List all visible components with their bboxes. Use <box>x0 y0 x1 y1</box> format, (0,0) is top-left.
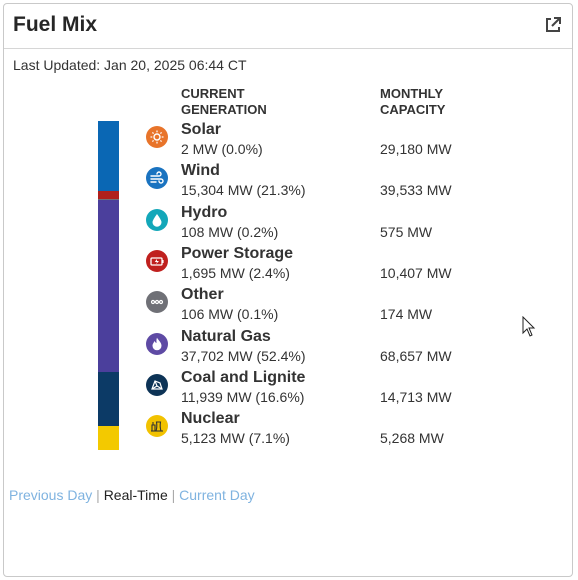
link-separator: | <box>96 487 100 503</box>
fuel-row-natural-gas: Natural Gas 37,702 MW (52.4%) 68,657 MW <box>146 327 546 371</box>
fuel-name: Nuclear <box>181 410 240 428</box>
flame-icon <box>146 332 168 355</box>
fuel-row-nuclear: Nuclear 5,123 MW (7.1%) 5,268 MW <box>146 410 546 453</box>
fuel-name: Coal and Lignite <box>181 368 306 386</box>
monthly-capacity-header-line1: MONTHLY <box>380 86 444 101</box>
mouse-cursor-icon <box>522 316 536 337</box>
fuel-name: Solar <box>181 121 222 138</box>
last-updated-text: Last Updated: Jan 20, 2025 06:44 CT <box>13 57 247 73</box>
wind-icon <box>146 167 168 190</box>
fuel-capacity: 29,180 MW <box>380 141 452 157</box>
fuel-name: Other <box>181 286 224 304</box>
time-range-links: Previous Day | Real-Time | Current Day <box>9 487 255 503</box>
fuel-name: Natural Gas <box>181 327 271 345</box>
fuel-generation: 15,304 MW (21.3%) <box>181 182 306 199</box>
bar-segment-natural-gas <box>98 200 119 372</box>
sun-icon <box>146 126 168 148</box>
bar-segment-nuclear <box>98 426 119 450</box>
external-link-icon[interactable] <box>543 15 563 35</box>
fuel-name: Hydro <box>181 203 228 221</box>
fuel-generation: 2 MW (0.0%) <box>181 141 263 157</box>
current-day-link[interactable]: Current Day <box>179 487 255 503</box>
fuel-capacity: 5,268 MW <box>380 430 444 447</box>
ellipsis-icon <box>146 291 168 314</box>
water-drop-icon <box>146 208 168 231</box>
bar-segment-other <box>98 199 119 201</box>
coal-icon <box>146 373 168 396</box>
fuel-capacity: 68,657 MW <box>380 347 452 364</box>
monthly-capacity-header: MONTHLY CAPACITY <box>380 86 445 118</box>
current-generation-header-line1: CURRENT <box>181 86 245 101</box>
real-time-link[interactable]: Real-Time <box>103 487 168 503</box>
fuel-capacity: 174 MW <box>380 306 433 323</box>
fuel-generation: 108 MW (0.2%) <box>181 223 279 240</box>
fuel-row-solar: Solar 2 MW (0.0%) 29,180 MW <box>146 121 546 164</box>
fuel-generation: 106 MW (0.1%) <box>181 306 279 323</box>
fuel-generation: 1,695 MW (2.4%) <box>181 264 290 281</box>
fuel-capacity: 14,713 MW <box>380 388 452 405</box>
card-header: Fuel Mix <box>4 4 572 49</box>
monthly-capacity-header-line2: CAPACITY <box>380 102 446 117</box>
fuel-row-other: Other 106 MW (0.1%) 174 MW <box>146 286 546 329</box>
previous-day-link[interactable]: Previous Day <box>9 487 93 503</box>
fuel-capacity: 10,407 MW <box>380 264 452 281</box>
card-title: Fuel Mix <box>13 13 98 36</box>
fuel-row-power-storage: Power Storage 1,695 MW (2.4%) 10,407 MW <box>146 244 546 288</box>
link-separator: | <box>171 487 176 503</box>
bar-segment-renewables <box>98 121 119 192</box>
fuel-generation: 37,702 MW (52.4%) <box>181 347 306 364</box>
battery-icon <box>146 249 168 272</box>
fuel-generation: 11,939 MW (16.6%) <box>181 388 305 405</box>
bar-segment-coal-and-lignite <box>98 372 119 427</box>
fuel-name: Power Storage <box>181 244 294 262</box>
fuel-capacity: 575 MW <box>380 223 433 240</box>
fuel-capacity: 39,533 MW <box>380 182 452 199</box>
fuel-row-hydro: Hydro 108 MW (0.2%) 575 MW <box>146 203 546 247</box>
current-generation-header: CURRENT GENERATION <box>181 86 267 118</box>
fuel-row-coal-and-lignite: Coal and Lignite 11,939 MW (16.6%) 14,713 … <box>146 368 546 412</box>
nuclear-plant-icon <box>146 415 168 438</box>
fuel-row-wind: Wind 15,304 MW (21.3%) 39,533 MW <box>146 162 546 205</box>
fuel-mix-stacked-bar <box>98 121 119 450</box>
current-generation-header-line2: GENERATION <box>181 102 267 117</box>
fuel-generation: 5,123 MW (7.1%) <box>181 430 290 447</box>
fuel-name: Wind <box>181 162 220 180</box>
bar-segment-power-storage <box>98 191 119 200</box>
